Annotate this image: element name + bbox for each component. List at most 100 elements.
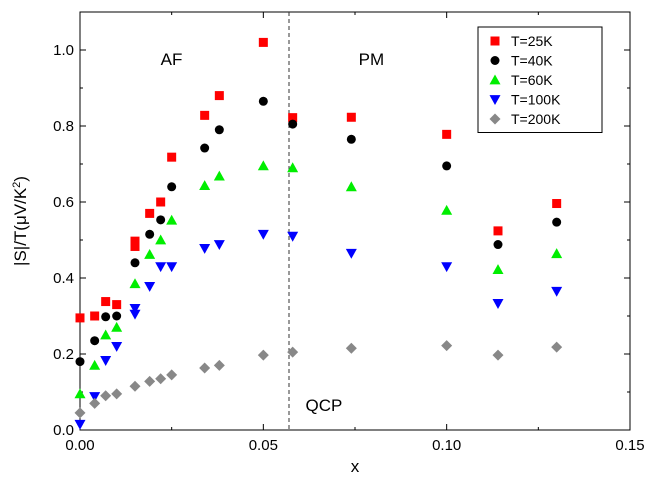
y-axis-title-part-a: |S|/T( [11,225,30,266]
legend-entry: T=100K [489,92,561,108]
data-point [441,262,453,273]
data-point [130,241,140,251]
data-point [155,234,167,245]
data-point [75,357,85,367]
data-point [442,161,452,171]
y-axis: 0.0 0.2 0.4 0.6 0.8 1.0 [53,11,630,439]
y-tick-label: 0.6 [53,194,74,211]
data-point [214,91,224,101]
data-point [346,112,356,122]
legend-marker [490,56,500,65]
y-tick-label: 0.2 [53,346,74,363]
data-point [101,297,111,307]
annotation-pm: PM [359,50,385,69]
data-point [144,375,156,387]
data-point [213,240,225,251]
data-point [551,248,563,259]
data-point [199,243,211,254]
y-axis-title-part-c: ) [11,176,30,182]
data-point [442,129,452,139]
data-point [287,231,299,242]
data-markers [74,37,563,430]
legend-label: T=25K [511,33,553,49]
data-point [144,281,156,292]
series-t-200k [74,340,563,419]
data-point [492,264,504,275]
data-point [155,262,167,273]
data-point [257,349,269,361]
data-point [287,162,299,173]
legend-entry: T=60K [489,72,553,88]
data-point [112,300,122,310]
data-point [166,369,178,381]
data-point [145,229,155,239]
legend-entry: T=40K [490,53,553,69]
data-point [100,390,112,402]
data-point [200,143,210,153]
data-point [156,197,166,207]
series-t-40k [75,96,562,367]
data-point [287,346,299,358]
x-axis-title: x [351,457,360,476]
data-point [111,388,123,400]
y-tick-label: 0.4 [53,270,74,287]
series-t-25k [75,37,562,323]
legend-label: T=200K [511,111,561,127]
data-point [129,278,141,289]
annotation-qcp: QCP [306,396,343,415]
legend-marker [489,95,501,105]
data-point [156,215,166,225]
series-t-60k [74,160,563,399]
legend: T=25K T=40K T=60K T=100K T=200K [477,26,603,133]
x-axis: 0.00 0.05 0.10 0.15 [65,12,645,454]
data-point [213,170,225,181]
y-axis-title: |S|/T(μV/K2) [11,176,30,266]
legend-marker [489,113,501,125]
data-point [129,304,141,314]
data-point [492,299,504,309]
data-point [101,312,111,322]
data-point [112,311,122,321]
data-point [199,180,211,191]
data-point [166,262,178,273]
data-point [90,336,100,346]
data-point [551,286,563,297]
data-point [345,181,357,192]
data-point [130,258,140,268]
data-point [74,407,86,419]
data-point [144,248,156,259]
y-axis-title-part-b: V/K [11,187,30,215]
data-point [257,160,269,171]
legend-marker [490,36,500,46]
legend-entry: T=200K [489,111,561,127]
data-point [111,342,123,352]
series-t-100k [74,229,563,430]
y-tick-label: 0.0 [53,422,74,439]
y-tick-label: 0.8 [53,118,74,135]
x-tick-label: 0.10 [432,437,461,454]
data-point [441,204,453,215]
data-point [89,359,101,370]
annotation-af: AF [161,50,183,69]
data-point [167,152,177,162]
data-point [213,359,225,371]
data-point [199,362,211,374]
x-tick-label: 0.00 [65,437,94,454]
data-point [257,229,269,240]
data-point [493,226,503,236]
data-point [129,380,141,392]
data-point [89,392,101,403]
x-tick-label: 0.05 [249,437,278,454]
legend-label: T=100K [511,92,561,108]
data-point [200,110,210,120]
data-point [155,373,167,385]
data-point [100,356,112,366]
data-point [89,397,101,409]
data-point [74,388,86,399]
legend-entry: T=25K [490,33,553,49]
data-point [492,349,504,361]
y-axis-title-mu: μ [11,215,30,225]
data-point [493,240,503,250]
data-point [74,419,86,430]
